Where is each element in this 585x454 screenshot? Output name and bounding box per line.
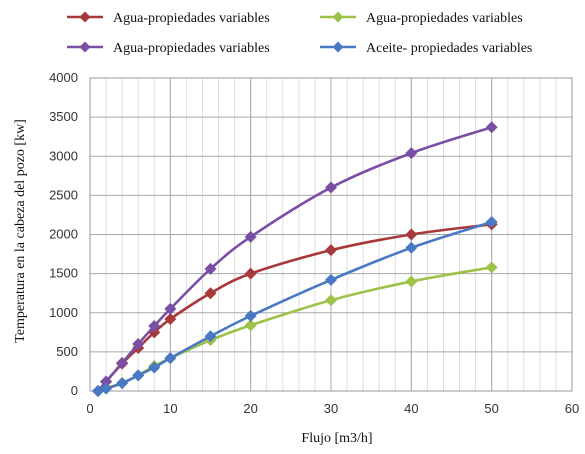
data-point (325, 244, 337, 257)
major-gridlines (89, 77, 573, 392)
legend-label: Aceite- propiedades variables (366, 41, 532, 56)
data-point (132, 338, 145, 351)
series-4 (92, 215, 498, 397)
data-point (100, 382, 113, 395)
data-point (204, 262, 217, 275)
legend-entry-1: Agua-propiedades variables (67, 11, 270, 26)
data-point (148, 361, 161, 374)
legend-label: Agua-propiedades variables (366, 11, 523, 26)
legend-marker (332, 11, 344, 23)
legend-marker (79, 41, 91, 53)
x-tick-label: 0 (86, 401, 93, 416)
data-point (405, 275, 418, 288)
x-tick-label: 20 (243, 401, 257, 416)
data-point (244, 230, 257, 243)
data-point (325, 181, 337, 194)
y-tick-label: 1000 (49, 305, 78, 320)
data-point (485, 215, 498, 228)
legend-label: Agua-propiedades variables (113, 11, 270, 26)
legend-entry-2: Agua-propiedades variables (320, 11, 523, 26)
data-point (325, 294, 337, 307)
data-point (405, 228, 418, 241)
data-point (164, 302, 177, 315)
x-tick-label: 30 (324, 401, 338, 416)
data-point (244, 309, 257, 322)
data-point (485, 121, 498, 134)
series-line (97, 126, 493, 392)
x-tick-label: 10 (163, 401, 177, 416)
y-tick-label: 1500 (49, 266, 78, 281)
data-point (116, 377, 129, 390)
data-point (132, 369, 145, 382)
data-point (485, 261, 498, 274)
data-point (325, 273, 337, 286)
y-tick-label: 3000 (49, 148, 78, 163)
x-tick-label: 40 (404, 401, 418, 416)
y-tick-label: 0 (71, 383, 78, 398)
data-point (100, 375, 113, 388)
x-axis-title: Flujo [m3/h] (301, 431, 372, 446)
x-axis-tick-labels: 0 10 20 30 40 50 60 (86, 401, 579, 416)
legend-entry-3: Agua-propiedades variables (67, 41, 270, 56)
y-tick-label: 2000 (49, 227, 78, 242)
data-point (244, 319, 257, 332)
legend-entry-4: Aceite- propiedades variables (320, 41, 532, 56)
data-point (164, 313, 177, 326)
y-tick-label: 4000 (49, 70, 78, 85)
legend: Agua-propiedades variables Agua-propiedad… (67, 11, 532, 56)
y-tick-label: 2500 (49, 187, 78, 202)
series-layer (92, 121, 498, 397)
data-point (244, 267, 257, 280)
y-axis-tick-labels: 0 500 1000 1500 2000 2500 3000 3500 4000 (49, 70, 78, 398)
x-tick-label: 50 (484, 401, 498, 416)
legend-marker (332, 41, 344, 53)
x-tick-label: 60 (565, 401, 579, 416)
data-point (204, 287, 217, 300)
plot-area-frame (89, 77, 573, 392)
data-point (204, 330, 217, 343)
y-tick-label: 3500 (49, 109, 78, 124)
data-point (164, 352, 177, 365)
data-point (405, 241, 418, 254)
data-point (148, 320, 161, 333)
legend-marker (79, 11, 91, 23)
series-3 (92, 121, 498, 397)
legend-label: Agua-propiedades variables (113, 41, 270, 56)
y-tick-label: 500 (56, 344, 78, 359)
data-point (116, 356, 129, 369)
data-point (405, 147, 418, 160)
y-axis-title: Temperatura en la cabeza del pozo [kw] (13, 119, 28, 343)
